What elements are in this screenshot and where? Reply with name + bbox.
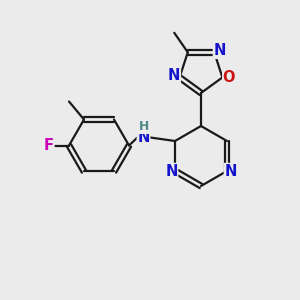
Text: N: N [224, 164, 237, 178]
Text: N: N [168, 68, 180, 83]
Text: N: N [137, 130, 150, 145]
Text: F: F [44, 138, 54, 153]
Text: N: N [165, 164, 178, 178]
Text: N: N [213, 43, 226, 58]
Text: H: H [139, 120, 149, 134]
Text: O: O [223, 70, 235, 85]
